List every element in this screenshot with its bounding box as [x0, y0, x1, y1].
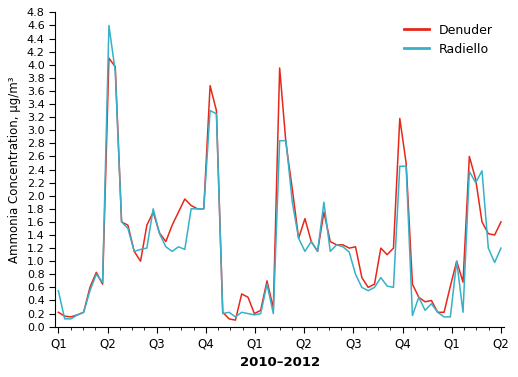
Legend: Denuder, Radiello: Denuder, Radiello: [399, 18, 498, 61]
Denuder: [498, 220, 504, 224]
Radiello: [131, 249, 137, 254]
Denuder: [334, 242, 340, 247]
Denuder: [68, 315, 74, 319]
Line: Denuder: Denuder: [59, 58, 501, 320]
Radiello: [334, 242, 340, 247]
Denuder: [283, 141, 289, 146]
X-axis label: 2010–2012: 2010–2012: [240, 356, 320, 369]
Radiello: [106, 23, 112, 28]
Denuder: [125, 223, 131, 227]
Radiello: [74, 313, 80, 317]
Radiello: [283, 138, 289, 143]
Line: Radiello: Radiello: [59, 25, 501, 319]
Denuder: [106, 56, 112, 60]
Y-axis label: Ammonia Concentration, μg/m³: Ammonia Concentration, μg/m³: [8, 76, 21, 263]
Denuder: [485, 231, 492, 236]
Radiello: [498, 246, 504, 250]
Denuder: [466, 154, 472, 159]
Denuder: [232, 318, 238, 322]
Denuder: [55, 310, 62, 314]
Radiello: [62, 317, 68, 321]
Radiello: [466, 169, 472, 174]
Radiello: [55, 288, 62, 293]
Radiello: [485, 246, 492, 250]
